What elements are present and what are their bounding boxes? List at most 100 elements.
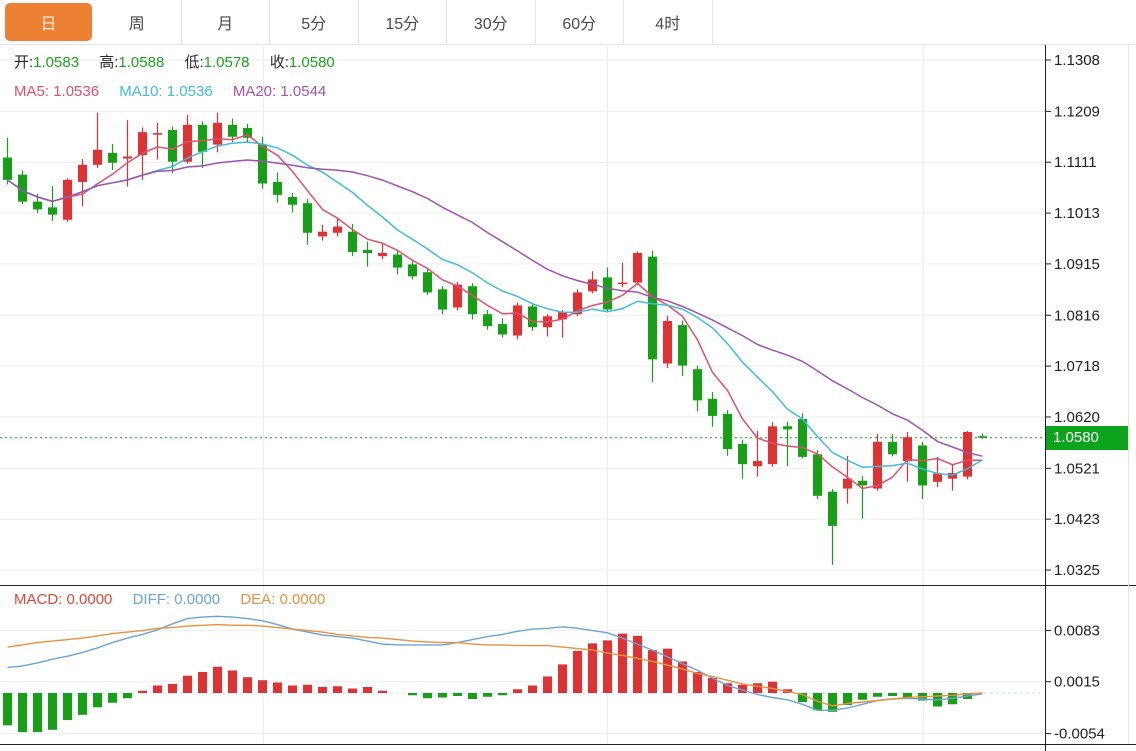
macd-bar	[498, 693, 507, 696]
price-axis-label: 1.0325	[1054, 562, 1100, 579]
macd-bar	[3, 693, 12, 726]
ma20-line	[7, 159, 983, 457]
timeframe-tabbar: 日周月 5分 15分 30分 60分 4时	[0, 0, 1136, 45]
candle-body	[468, 286, 477, 315]
macd-bar	[513, 689, 522, 693]
candle-body	[213, 122, 222, 145]
candle-body	[378, 253, 387, 257]
macd-bar	[618, 633, 627, 693]
candle-body	[978, 436, 987, 438]
tab-60min[interactable]: 60分	[535, 0, 624, 44]
price-axis-label: 1.0915	[1054, 256, 1100, 273]
candle-body	[558, 312, 567, 320]
candle-body	[813, 454, 822, 496]
macd-bar	[483, 693, 492, 697]
macd-bar	[558, 664, 567, 693]
macd-bar	[873, 693, 882, 697]
candle-body	[408, 264, 417, 277]
tab-30min[interactable]: 30分	[447, 0, 536, 44]
macd-axis-label: 0.0015	[1054, 674, 1100, 691]
macd-axis: 0.0083 0.0015 -0.0054	[1045, 623, 1105, 743]
candle-body	[663, 320, 672, 364]
macd-bar	[843, 693, 852, 706]
candle-body	[783, 426, 792, 430]
tab-4hour[interactable]: 4时	[624, 0, 713, 44]
macd-bar	[408, 693, 417, 696]
candle-body	[288, 196, 297, 205]
macd-bar	[78, 693, 87, 715]
candle-body	[933, 473, 942, 482]
candle-body	[153, 133, 162, 135]
price-axis-label: 1.0423	[1054, 511, 1100, 528]
candle-body	[693, 369, 702, 401]
tab-week[interactable]: 周	[93, 0, 182, 44]
macd-bar	[63, 693, 72, 721]
candle-body	[633, 253, 642, 283]
macd-bar	[453, 693, 462, 697]
candle-body	[843, 478, 852, 489]
tab-15min[interactable]: 15分	[358, 0, 447, 44]
macd-bar	[678, 661, 687, 693]
candle-body	[78, 164, 87, 182]
candle-body	[63, 179, 72, 220]
candle-body	[93, 149, 102, 165]
ma5-legend: MA5: 1.0536	[14, 83, 100, 100]
macd-bar	[108, 693, 117, 703]
price-axis-label: 1.0718	[1054, 358, 1100, 375]
candle-body	[423, 272, 432, 293]
dea-line	[7, 623, 983, 707]
ohlc-close: 收:1.0580	[269, 54, 335, 71]
macd-bar	[423, 693, 432, 699]
macd-bar	[363, 686, 372, 693]
candle-body	[18, 174, 27, 202]
candle-body	[738, 443, 747, 465]
macd-bar	[288, 685, 297, 693]
candle-body	[333, 226, 342, 233]
macd-bar	[663, 648, 672, 693]
macd-bar	[768, 681, 777, 693]
candle-body	[768, 426, 777, 465]
candle-body	[123, 156, 132, 159]
candle-body	[3, 157, 12, 180]
candle-body	[963, 431, 972, 477]
tab-5min[interactable]: 5分	[270, 0, 359, 44]
macd-legend: MACD: 0.0000 DIFF: 0.0000 DEA: 0.0000	[14, 591, 341, 608]
macd-axis-label: 0.0083	[1054, 623, 1100, 640]
candle-body	[303, 203, 312, 233]
macd-bar	[153, 685, 162, 693]
candle-body	[168, 130, 177, 162]
tab-day[interactable]: 日	[5, 3, 92, 41]
candle-body	[573, 292, 582, 315]
candle-body	[438, 289, 447, 310]
candle-body	[393, 254, 402, 268]
macd-bar	[213, 666, 222, 693]
candle-body	[108, 152, 117, 163]
candle-body	[228, 124, 237, 137]
candle-body	[903, 437, 912, 462]
price-axis-label: 1.1308	[1054, 52, 1100, 69]
ma5-line	[7, 133, 983, 490]
macd-bar	[33, 693, 42, 733]
macd-bar	[633, 635, 642, 693]
diff-line	[7, 615, 983, 711]
candle-body	[603, 277, 612, 310]
macd-bar	[318, 686, 327, 693]
price-axis-label: 1.0816	[1054, 307, 1100, 324]
macd-bar	[348, 688, 357, 693]
candle-body	[198, 124, 207, 152]
candle-body	[528, 306, 537, 328]
candle-body	[918, 445, 927, 486]
candles-layer[interactable]	[3, 112, 987, 565]
current-price-badge: 1.0580	[1046, 426, 1128, 450]
macd-bar	[723, 683, 732, 693]
macd-bar	[603, 640, 612, 693]
candle-body	[483, 314, 492, 327]
macd-bar	[333, 686, 342, 693]
candle-body	[258, 144, 267, 184]
tab-month[interactable]: 月	[181, 0, 270, 44]
macd-bar	[183, 675, 192, 693]
macd-bar	[138, 690, 147, 693]
macd-bar	[258, 680, 267, 693]
macd-bar	[48, 693, 57, 730]
